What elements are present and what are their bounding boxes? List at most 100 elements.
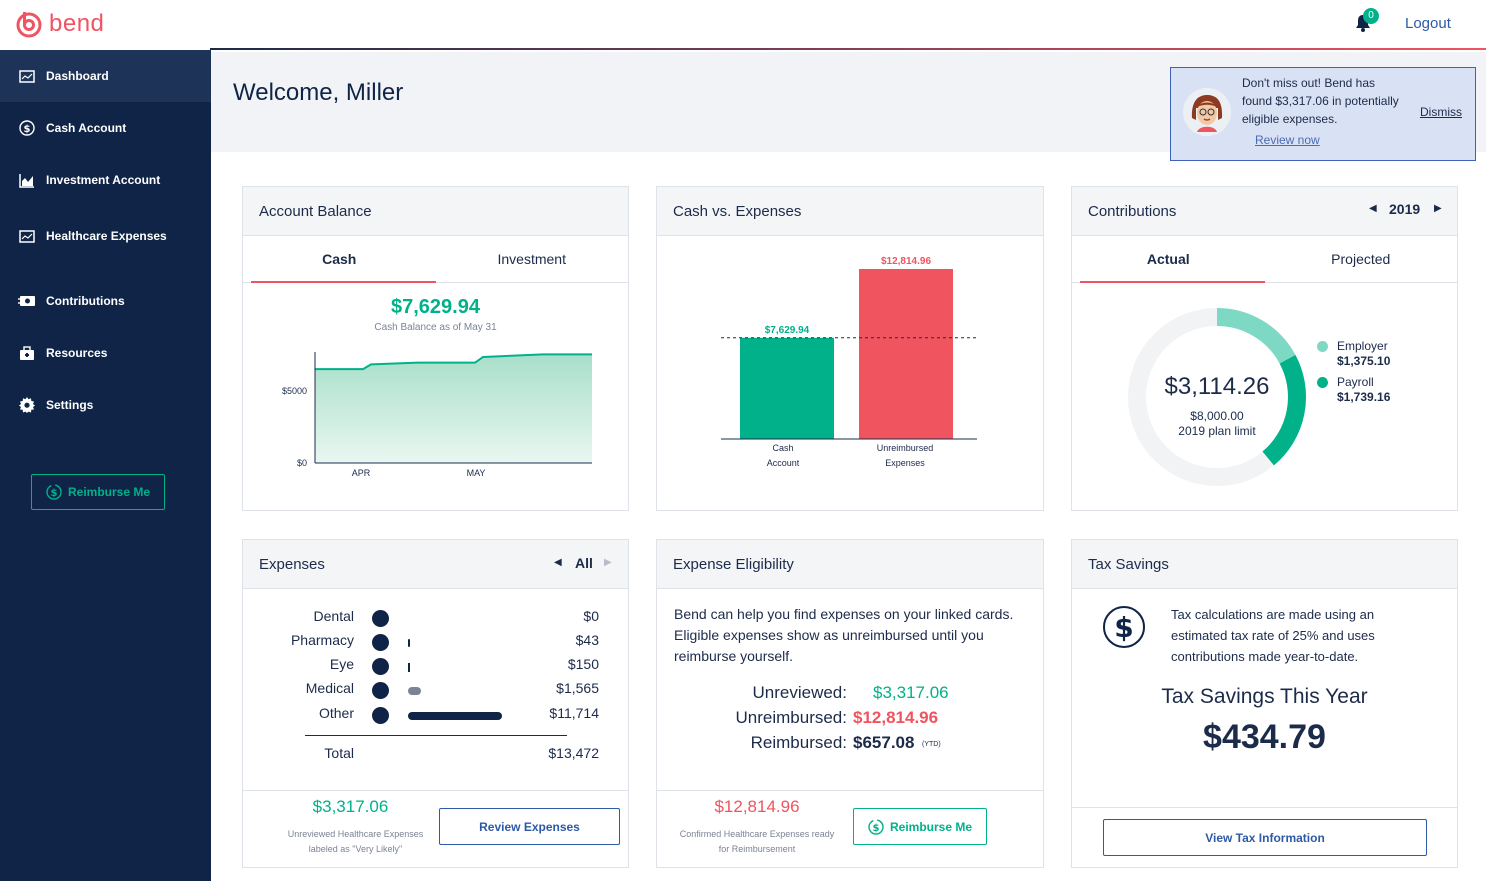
view-tax-information-button[interactable]: View Tax Information [1103, 819, 1427, 856]
x-tick-label: APR [352, 468, 371, 478]
category-label: Expenses [885, 458, 925, 468]
unreviewed-label: Unreviewed: [752, 683, 848, 702]
prev-filter-icon[interactable]: ◀ [554, 557, 562, 568]
reimbursed-value: $657.08 [853, 733, 915, 752]
dashboard-icon [18, 67, 36, 85]
expense-amount: $150 [567, 656, 599, 672]
sidebar-item-dashboard[interactable]: Dashboard [0, 50, 211, 102]
sidebar-item-investment-account[interactable]: Investment Account [0, 154, 211, 206]
expense-amount: $11,714 [549, 705, 599, 721]
plan-limit-amount: $8,000.00 [1190, 409, 1244, 423]
y-tick-label: $5000 [282, 386, 307, 396]
plan-limit-label: 2019 plan limit [1178, 424, 1256, 438]
sidebar-item-settings[interactable]: Settings [0, 379, 211, 431]
expense-bar [408, 687, 421, 695]
next-filter-icon[interactable]: ▶ [604, 557, 612, 568]
unreviewed-caption: labeled as "Very Likely" [308, 844, 403, 854]
sidebar-item-cash-account[interactable]: $ Cash Account [0, 102, 211, 154]
sidebar-item-healthcare-expenses[interactable]: Healthcare Expenses [0, 210, 211, 262]
card-title: Expenses [259, 555, 325, 573]
card-title: Contributions [1088, 202, 1177, 220]
legend-value: $1,739.16 [1337, 390, 1391, 404]
reimbursement-caption: for Reimbursement [718, 844, 796, 854]
cash-area-fill [315, 354, 592, 463]
contributions-card: Contributions ◀ 2019 ▶ Actual Projected … [1071, 186, 1458, 511]
reimbursement-ready-amount: $12,814.96 [714, 797, 800, 816]
pill-icon [372, 634, 389, 651]
expense-eligibility-card: Expense Eligibility Bend can help you fi… [656, 539, 1044, 868]
tax-description: Tax calculations are made using an estim… [1171, 607, 1375, 664]
avatar [1183, 88, 1231, 136]
sidebar-item-contributions[interactable]: Contributions [0, 275, 211, 327]
legend-value: $1,375.10 [1337, 354, 1391, 368]
expense-bar [408, 639, 410, 647]
tax-footer: View Tax Information [1072, 807, 1457, 867]
bar-chart-icon [18, 171, 36, 189]
card-header: Contributions ◀ 2019 ▶ [1072, 187, 1457, 236]
expense-label: Pharmacy [290, 632, 354, 648]
briefcase-icon [18, 344, 36, 362]
reimbursement-caption: Confirmed Healthcare Expenses ready [679, 829, 835, 839]
logout-link[interactable]: Logout [1405, 15, 1451, 32]
expense-bar [408, 663, 410, 672]
cash-area-line [315, 353, 592, 371]
top-bar: bend 0 Logout [0, 0, 1486, 50]
expense-amount: $0 [583, 608, 599, 624]
card-title: Cash vs. Expenses [657, 187, 1043, 236]
reimburse-icon: $ [868, 818, 884, 835]
filter-label: All [575, 555, 593, 571]
legend-swatch [1317, 377, 1328, 388]
total-divider [305, 735, 567, 736]
svg-text:$: $ [24, 124, 31, 135]
tab-investment[interactable]: Investment [497, 251, 566, 267]
expense-row-other[interactable]: Other $11,714 [243, 705, 628, 729]
expense-label: Eye [329, 656, 354, 672]
reimburse-me-button[interactable]: $ Reimburse Me [853, 808, 987, 845]
unreimbursed-label: Unreimbursed: [735, 708, 848, 727]
svg-text:$: $ [873, 823, 880, 834]
expense-label: Other [318, 705, 354, 721]
cash-bar [740, 337, 834, 439]
sidebar-item-label: Resources [46, 346, 108, 360]
expense-row-medical[interactable]: Medical $1,565 [243, 680, 628, 704]
cash-bar-label: $7,629.94 [765, 325, 810, 336]
sidebar: Dashboard $ Cash Account Investment Acco… [0, 50, 211, 881]
reimburse-label: Reimburse Me [67, 485, 151, 499]
tab-cash[interactable]: Cash [243, 236, 436, 283]
card-header: Expenses ◀ All ▶ [243, 540, 628, 589]
tax-savings-heading: Tax Savings This Year [1161, 685, 1368, 708]
medical-kit-icon [372, 682, 389, 699]
prev-year-icon[interactable]: ◀ [1369, 203, 1377, 214]
review-expenses-button[interactable]: Review Expenses [439, 808, 620, 845]
expenses-bar [859, 269, 953, 439]
expenses-footer: $3,317.06 Unreviewed Healthcare Expenses… [243, 790, 628, 867]
contributions-tabs: Actual Projected [1072, 236, 1457, 283]
unreimbursed-value: $12,814.96 [853, 708, 939, 727]
svg-text:$: $ [51, 488, 58, 499]
expense-amount: $43 [575, 632, 599, 648]
cash-vs-expenses-card: Cash vs. Expenses $7,629.94 $12,814.96 C… [656, 186, 1044, 511]
cash-balance-caption: Cash Balance as of May 31 [374, 322, 497, 333]
sidebar-item-label: Investment Account [46, 173, 161, 187]
dismiss-link[interactable]: Dismiss [1420, 105, 1462, 119]
expense-row-eye[interactable]: Eye $150 [243, 656, 628, 680]
review-now-link[interactable]: Review now [1255, 133, 1320, 147]
sidebar-reimburse-button[interactable]: $ Reimburse Me [31, 474, 165, 510]
expense-row-pharmacy[interactable]: Pharmacy $43 [243, 632, 628, 656]
sidebar-item-label: Cash Account [46, 121, 127, 135]
bend-logo[interactable]: bend [15, 10, 104, 38]
card-title: Account Balance [243, 187, 628, 236]
tab-actual[interactable]: Actual [1072, 236, 1265, 283]
ytd-label: (YTD) [922, 741, 941, 748]
expense-row-dental[interactable]: Dental $0 [243, 608, 628, 632]
unreviewed-amount: $3,317.06 [312, 797, 389, 816]
svg-text:$: $ [1114, 611, 1133, 644]
next-year-icon[interactable]: ▶ [1434, 203, 1442, 214]
account-balance-card: Account Balance Cash Investment $7,629.9… [242, 186, 629, 511]
expense-amount: $1,565 [556, 680, 599, 696]
reimburse-label: Reimburse Me [889, 819, 973, 834]
money-icon [18, 292, 36, 310]
sidebar-item-resources[interactable]: Resources [0, 327, 211, 379]
tab-projected[interactable]: Projected [1331, 251, 1391, 267]
legend-label: Employer [1337, 339, 1388, 353]
